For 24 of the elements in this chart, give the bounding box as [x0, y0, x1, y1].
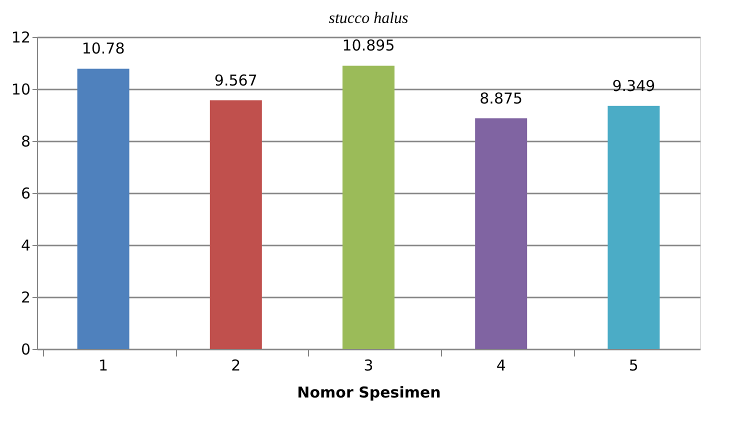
bar	[475, 118, 528, 349]
x-tick-label: 1	[98, 356, 108, 374]
y-tick-label: 6	[20, 184, 30, 202]
y-tick-label: 2	[20, 288, 30, 306]
bar	[77, 68, 130, 349]
x-tick-label: 5	[628, 356, 638, 374]
x-tick-label: 4	[496, 356, 506, 374]
data-label: 9.349	[612, 76, 656, 95]
bar	[608, 106, 660, 349]
text: stucco halus	[328, 10, 408, 27]
y-tick-label: 8	[20, 132, 30, 150]
x-tick-label: 3	[364, 356, 374, 374]
data-label: 10.78	[82, 40, 125, 58]
y-tick-label: 12	[11, 28, 30, 46]
x-axis-title: Nomor Spesimen	[297, 384, 441, 402]
data-label: 8.875	[480, 89, 523, 108]
y-tick-label: 10	[11, 80, 30, 98]
y-tick-label: 4	[20, 236, 30, 254]
data-label: 10.895	[342, 36, 395, 55]
y-tick-label: 0	[20, 340, 30, 358]
data-label: 9.567	[214, 71, 258, 90]
bar	[210, 100, 262, 349]
bar	[342, 66, 394, 349]
x-tick-label: 2	[231, 356, 241, 374]
